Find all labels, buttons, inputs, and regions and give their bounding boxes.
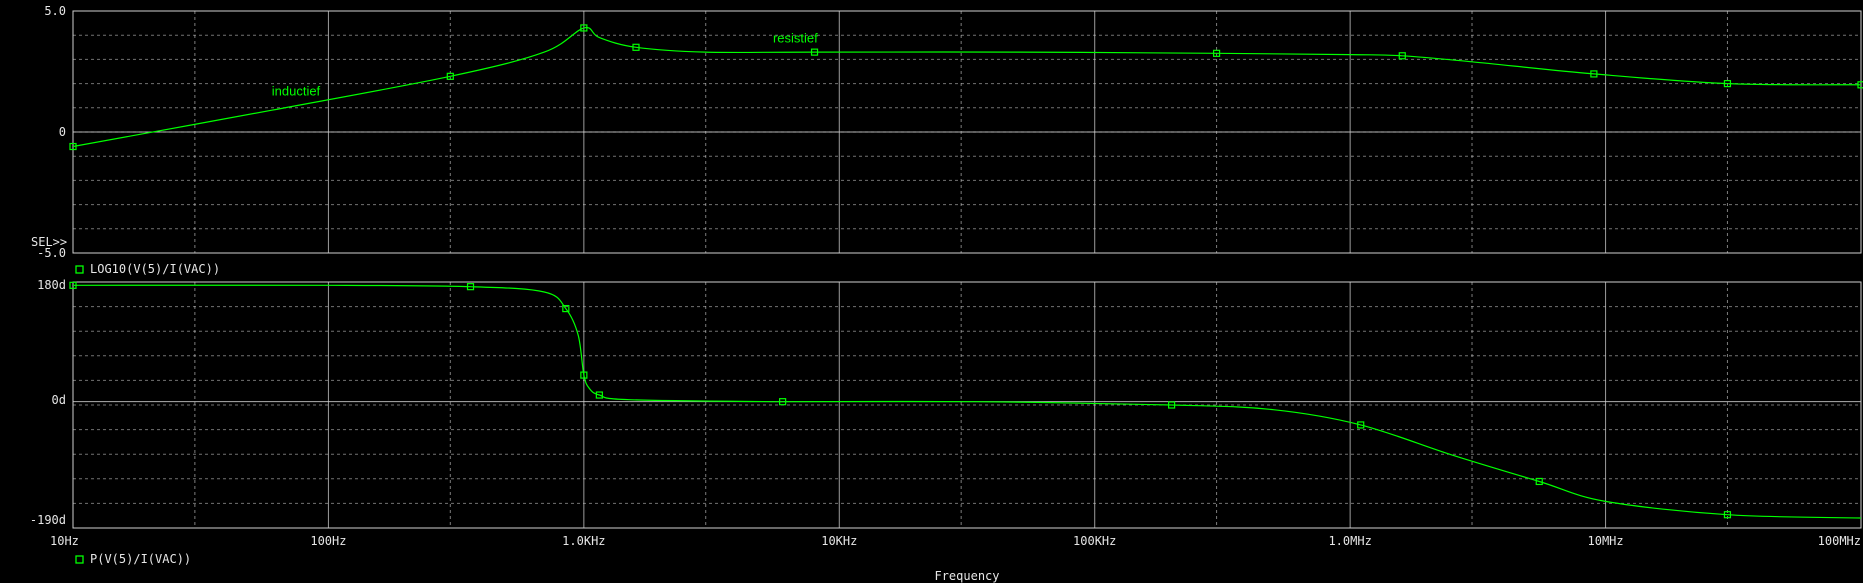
legend-magnitude[interactable]: LOG10(V(5)/I(VAC)) (76, 262, 220, 276)
selection-marker[interactable]: SEL>> (31, 235, 67, 249)
bottom-y-tick-min: -190d (30, 513, 66, 527)
x-tick-label: 10Hz (50, 534, 79, 548)
legend-phase[interactable]: P(V(5)/I(VAC)) (76, 552, 191, 566)
bottom-y-tick-zero: 0d (52, 393, 66, 407)
annotation-resistief: resistief (773, 30, 818, 45)
top-y-tick-max: 5.0 (44, 4, 66, 18)
x-tick-label: 100Hz (310, 534, 346, 548)
x-tick-label: 100MHz (1818, 534, 1861, 548)
x-tick-label: 100KHz (1073, 534, 1116, 548)
bottom-y-tick-max: 180d (37, 278, 66, 292)
annotation-inductief: inductief (272, 84, 321, 99)
x-axis-label: Frequency (934, 569, 999, 583)
x-tick-label: 1.0MHz (1328, 534, 1371, 548)
top-y-tick-zero: 0 (59, 125, 66, 139)
legend-phase-label: P(V(5)/I(VAC)) (90, 552, 191, 566)
x-tick-label: 10MHz (1588, 534, 1624, 548)
legend-magnitude-label: LOG10(V(5)/I(VAC)) (90, 262, 220, 276)
x-tick-label: 1.0KHz (562, 534, 605, 548)
x-tick-label: 10KHz (821, 534, 857, 548)
